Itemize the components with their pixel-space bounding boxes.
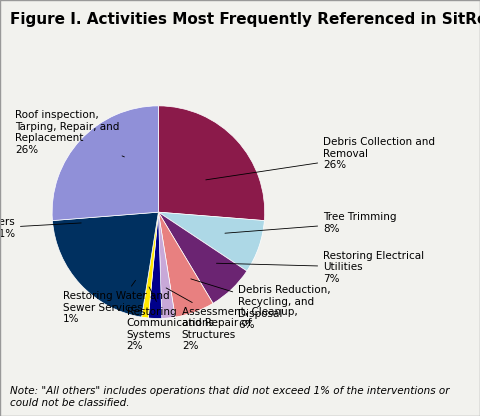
Text: Roof inspection,
Tarping, Repair, and
Replacement
26%: Roof inspection, Tarping, Repair, and Re… xyxy=(15,110,124,157)
Wedge shape xyxy=(158,106,264,220)
Text: Figure I. Activities Most Frequently Referenced in SitReps: Figure I. Activities Most Frequently Ref… xyxy=(10,12,480,27)
Wedge shape xyxy=(158,212,264,271)
Text: Tree Trimming
8%: Tree Trimming 8% xyxy=(225,212,396,234)
Text: Debris Reduction,
Recycling, and
Disposal
6%: Debris Reduction, Recycling, and Disposa… xyxy=(191,279,331,330)
Wedge shape xyxy=(158,212,247,303)
Wedge shape xyxy=(142,212,158,318)
Text: Restoring
Communications
Systems
2%: Restoring Communications Systems 2% xyxy=(127,287,215,352)
Text: Debris Collection and
Removal
26%: Debris Collection and Removal 26% xyxy=(206,137,435,180)
Wedge shape xyxy=(52,106,158,220)
Wedge shape xyxy=(148,212,162,318)
Text: All others
21%: All others 21% xyxy=(0,217,81,239)
Wedge shape xyxy=(52,212,158,317)
Wedge shape xyxy=(158,212,175,318)
Text: Assessment, Cleanup,
and Repair of
Structures
2%: Assessment, Cleanup, and Repair of Struc… xyxy=(166,288,298,352)
Wedge shape xyxy=(158,212,213,317)
Text: Restoring Water and
Sewer Services
1%: Restoring Water and Sewer Services 1% xyxy=(63,280,169,324)
Text: Note: "All others" includes operations that did not exceed 1% of the interventio: Note: "All others" includes operations t… xyxy=(10,386,449,408)
Text: Restoring Electrical
Utilities
7%: Restoring Electrical Utilities 7% xyxy=(216,251,424,284)
